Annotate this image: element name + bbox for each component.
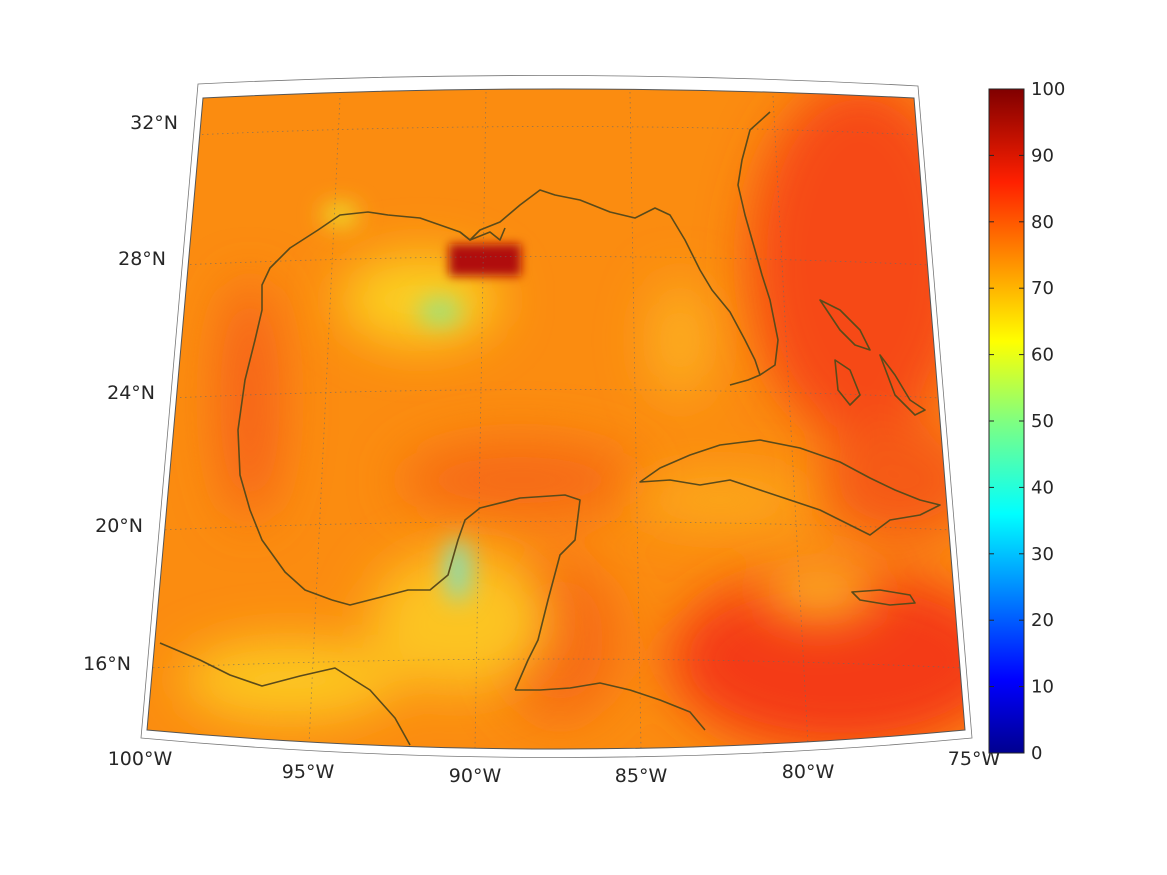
lat-label: 24°N	[107, 382, 155, 404]
lon-label: 90°W	[449, 765, 502, 787]
coastline	[159, 111, 941, 746]
colorbar-tick-label: 100	[1031, 79, 1065, 100]
colorbar-tick-label: 10	[1031, 677, 1054, 698]
lon-label: 100°W	[108, 748, 173, 770]
colorbar-tick-label: 20	[1031, 610, 1054, 631]
longitude-labels: 100°W 95°W 90°W 85°W 80°W 75°W	[108, 748, 1001, 787]
colorbar-tick-label: 40	[1031, 477, 1054, 498]
lat-label: 20°N	[95, 515, 143, 537]
colorbar-tick-label: 70	[1031, 278, 1054, 299]
map-frame	[146, 88, 966, 750]
lat-label: 32°N	[130, 112, 178, 134]
lon-label: 75°W	[948, 748, 1001, 770]
lon-label: 95°W	[282, 761, 335, 783]
colorbar-tick-label: 80	[1031, 212, 1054, 233]
map-frame-outer	[140, 75, 973, 758]
colorbar-tick-label: 30	[1031, 544, 1054, 565]
colorbar-ticks: 0 10 20 30 40 50 60 70 80 90 100	[989, 79, 1065, 764]
colorbar-tick-label: 60	[1031, 345, 1054, 366]
data-field	[147, 89, 965, 749]
lon-label: 85°W	[615, 765, 668, 787]
lat-label: 28°N	[118, 248, 166, 270]
lon-label: 80°W	[782, 761, 835, 783]
latitude-labels: 32°N 28°N 24°N 20°N 16°N	[83, 112, 178, 675]
colorbar: 0 10 20 30 40 50 60 70 80 90 100	[988, 79, 1065, 764]
colorbar-tick-label: 0	[1031, 743, 1042, 764]
colorbar-gradient	[988, 88, 1025, 754]
colorbar-tick-label: 50	[1031, 411, 1054, 432]
colorbar-tick-label: 90	[1031, 145, 1054, 166]
lat-label: 16°N	[83, 653, 131, 675]
graticule	[147, 91, 965, 749]
